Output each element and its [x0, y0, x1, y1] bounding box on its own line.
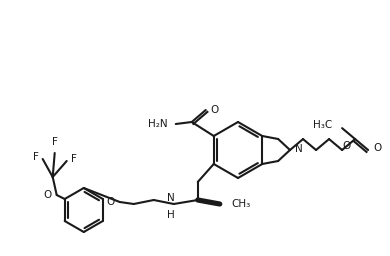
Text: H: H [167, 210, 175, 220]
Text: CH₃: CH₃ [232, 199, 251, 209]
Text: O: O [43, 190, 52, 200]
Text: N: N [167, 193, 175, 203]
Text: F: F [33, 152, 39, 162]
Text: H₃C: H₃C [313, 120, 332, 130]
Text: O: O [342, 141, 350, 151]
Text: F: F [71, 154, 76, 164]
Text: O: O [211, 105, 219, 115]
Text: N: N [295, 144, 303, 154]
Text: F: F [52, 137, 58, 147]
Text: H₂N: H₂N [148, 119, 168, 129]
Text: O: O [373, 143, 381, 153]
Text: O: O [106, 197, 115, 207]
